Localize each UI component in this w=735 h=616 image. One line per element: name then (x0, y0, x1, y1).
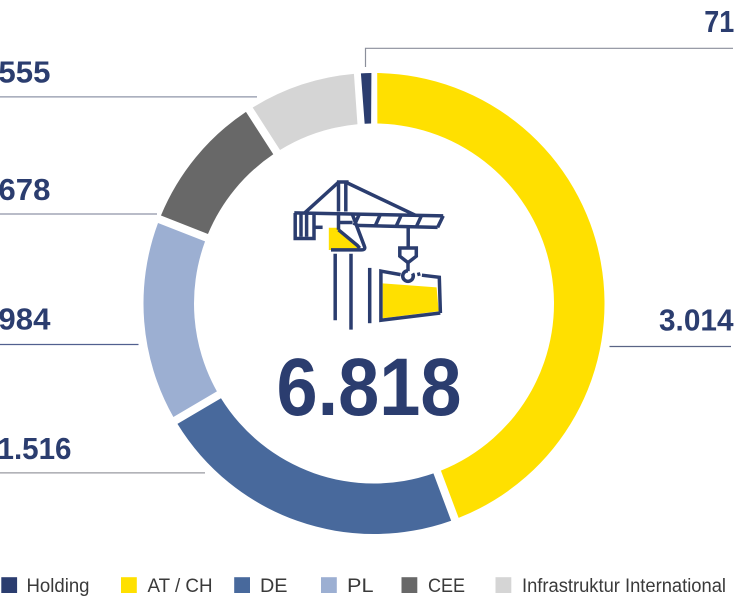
svg-text:Infrastruktur International: Infrastruktur International (522, 575, 726, 597)
svg-text:Holding: Holding (27, 575, 90, 597)
svg-text:1.516: 1.516 (0, 432, 72, 466)
svg-text:678: 678 (0, 173, 50, 207)
svg-text:6.818: 6.818 (277, 342, 462, 433)
svg-text:984: 984 (0, 303, 50, 337)
svg-text:71: 71 (704, 5, 734, 39)
svg-text:CEE: CEE (428, 575, 465, 597)
svg-text:AT / CH: AT / CH (148, 575, 213, 597)
svg-text:555: 555 (0, 56, 50, 90)
svg-text:DE: DE (260, 575, 288, 597)
svg-text:3.014: 3.014 (659, 304, 734, 338)
svg-text:PL: PL (347, 575, 374, 597)
